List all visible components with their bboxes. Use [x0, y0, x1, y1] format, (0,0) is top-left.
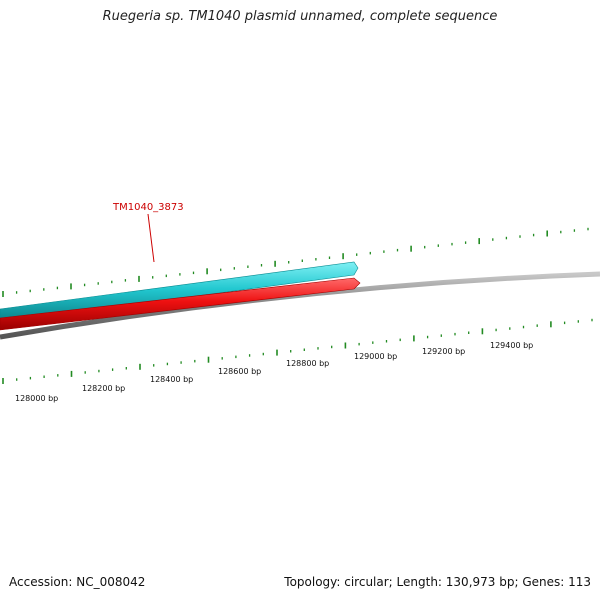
- ruler-label: 128800 bp: [286, 359, 329, 368]
- ruler-labels: 128000 bp 128200 bp 128400 bp 128600 bp 1288…: [15, 341, 533, 403]
- ruler-label: 128600 bp: [218, 367, 261, 376]
- ruler-label: 129200 bp: [422, 347, 465, 356]
- outer-tick-marks: [2, 227, 589, 297]
- inner-tick-marks: [2, 318, 593, 384]
- feature-label-leader: [147, 213, 155, 263]
- ruler-label: 128200 bp: [82, 384, 125, 393]
- summary-text: Topology: circular; Length: 130,973 bp; …: [284, 575, 591, 589]
- reverse-gene-arrow[interactable]: [0, 277, 361, 331]
- ruler-label: 128400 bp: [150, 375, 193, 384]
- feature-label-tm1040-3873[interactable]: TM1040_3873: [112, 202, 184, 213]
- forward-gene-tm1040-3873[interactable]: [0, 261, 359, 323]
- ruler-label: 128000 bp: [15, 394, 58, 403]
- ruler-label: 129000 bp: [354, 352, 397, 361]
- accession-text: Accession: NC_008042: [9, 575, 146, 589]
- map-title: Ruegeria sp. TM1040 plasmid unnamed, com…: [102, 9, 498, 24]
- ruler-label: 129400 bp: [490, 341, 533, 350]
